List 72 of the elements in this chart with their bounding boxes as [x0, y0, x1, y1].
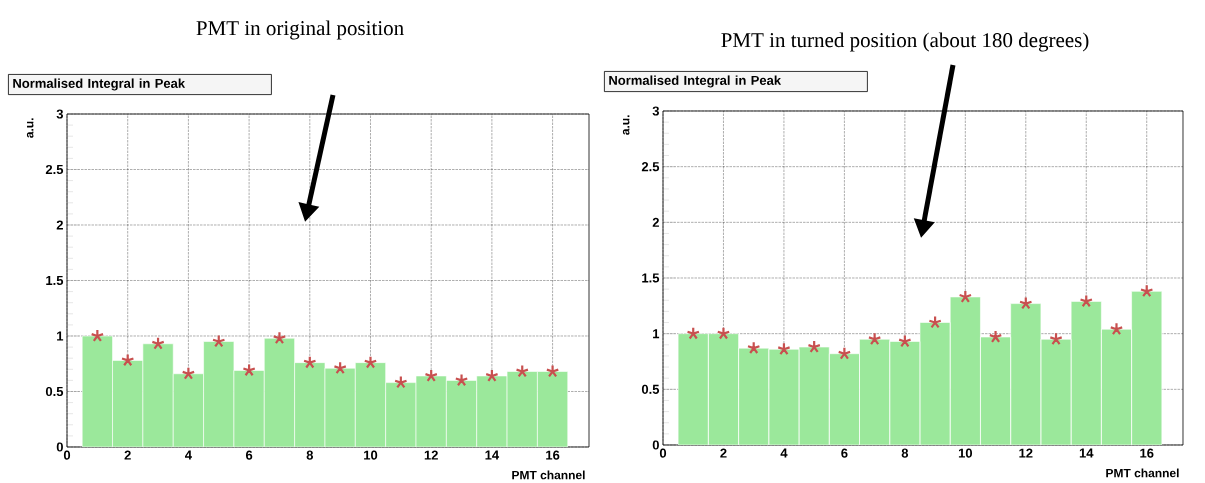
- x-tick-label: 0: [659, 448, 667, 458]
- point: [515, 364, 530, 378]
- text: PMT in turned position (about 180 degrees): [721, 32, 1089, 52]
- x-tick-label: 6: [841, 448, 848, 458]
- point: [272, 331, 287, 345]
- point: [958, 289, 973, 304]
- chart-title: Normalised Integral in Peak: [609, 75, 782, 88]
- x-tick-label: 4: [185, 450, 192, 460]
- y-tick-label: 3: [652, 106, 659, 116]
- point: [211, 334, 226, 348]
- point: [363, 355, 378, 369]
- y-tick-label: 1.5: [642, 273, 660, 283]
- point: [151, 336, 165, 350]
- y-tick-label: 2: [652, 217, 659, 228]
- point: [424, 369, 438, 383]
- point: [686, 326, 701, 340]
- point: [303, 355, 317, 369]
- x-tick-label: 0: [63, 450, 71, 460]
- point: [1079, 294, 1094, 308]
- y-axis-title: a.u.: [26, 118, 34, 139]
- point: [716, 326, 731, 340]
- y-tick-label: 0: [652, 440, 659, 450]
- point: [120, 353, 135, 367]
- point: [454, 373, 469, 387]
- y-axis-title: a.u.: [622, 115, 630, 136]
- point: [988, 330, 1003, 344]
- point: [777, 342, 791, 356]
- y-tick-label: 3: [56, 109, 64, 119]
- y-tick-label: 0.5: [45, 387, 64, 397]
- point: [1109, 322, 1124, 336]
- point: [837, 346, 852, 360]
- x-tick-label: 2: [720, 448, 727, 458]
- x-axis-title: PMT channel: [1106, 468, 1179, 478]
- x-tick-label: 12: [1019, 448, 1033, 458]
- x-tick-label: 10: [958, 448, 973, 458]
- bar: [1040, 339, 1072, 446]
- x-tick-label: 8: [306, 450, 314, 460]
- point: [90, 329, 105, 343]
- y-tick-label: 0.5: [641, 384, 660, 395]
- x-tick-label: 14: [485, 450, 500, 460]
- point: [394, 375, 408, 389]
- point: [898, 334, 912, 348]
- point: [242, 363, 256, 377]
- x-tick-label: 16: [1140, 448, 1154, 458]
- point: [1049, 332, 1063, 346]
- point: [333, 361, 347, 375]
- x-tick-label: 4: [780, 448, 788, 458]
- y-tick-label: 2.5: [45, 165, 64, 175]
- point: [485, 369, 499, 383]
- chart-title: Normalised Integral in Peak: [13, 78, 186, 91]
- x-tick-label: 14: [1079, 448, 1094, 458]
- x-tick-label: 12: [424, 450, 438, 460]
- x-tick-label: 6: [245, 450, 253, 460]
- x-tick-label: 10: [364, 450, 378, 460]
- x-tick-label: 2: [124, 450, 131, 460]
- x-tick-label: 8: [901, 448, 909, 458]
- text: PMT in original position: [196, 20, 404, 40]
- y-tick-label: 2.5: [641, 162, 660, 172]
- point: [928, 315, 942, 329]
- y-tick-label: 1: [653, 329, 660, 339]
- y-tick-label: 1.5: [46, 276, 64, 286]
- x-tick-label: 16: [546, 450, 560, 460]
- point: [867, 332, 882, 346]
- point: [807, 340, 821, 354]
- x-axis-title: PMT channel: [512, 470, 585, 480]
- point: [1018, 296, 1033, 310]
- point: [746, 341, 761, 355]
- point: [181, 366, 196, 380]
- point: [545, 364, 560, 378]
- y-tick-label: 1: [57, 331, 64, 341]
- point: [1139, 284, 1154, 298]
- y-tick-label: 2: [56, 220, 63, 230]
